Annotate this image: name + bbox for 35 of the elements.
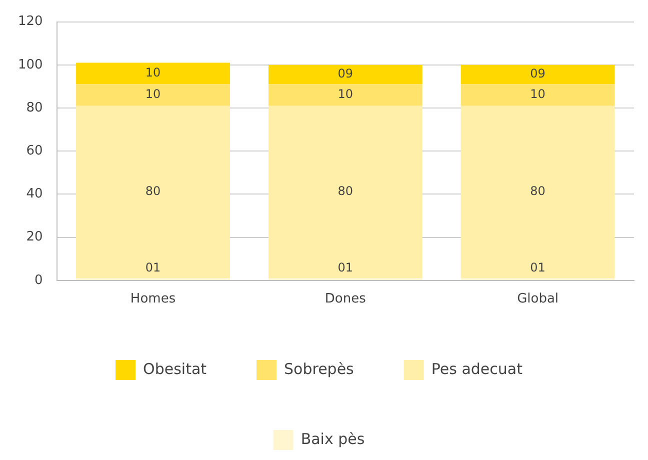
bar [460,106,615,278]
data-label: 09 [338,66,354,81]
data-label: 01 [530,260,546,274]
bar [268,106,422,278]
bar [76,106,230,278]
bar [76,62,230,84]
data-label: 10 [145,66,161,80]
data-label: 10 [530,87,546,102]
data-label: 01 [338,260,354,274]
data-label: 10 [338,87,354,102]
legend-label: Baix pès [300,430,365,448]
y-tick-label: 60 [26,143,43,158]
bar [460,64,615,84]
data-label: 80 [530,184,546,198]
data-label: 09 [530,66,546,81]
bar [268,64,422,84]
x-tick-label: Dones [324,292,366,307]
legend-label: Obesitat [143,360,207,378]
legend-label: Pes adecuat [431,360,523,378]
bar [268,84,422,106]
y-tick-label: 20 [26,230,43,245]
data-label: 80 [338,184,354,198]
y-tick-label: 40 [26,186,43,202]
data-label: 80 [145,184,161,198]
data-label: 01 [145,260,161,274]
data-label: 10 [145,87,161,102]
bar [460,84,615,106]
y-tick-label: 80 [26,100,43,116]
legend-label: Sobrepès [284,360,354,378]
x-tick-label: Global [517,292,559,307]
y-tick-label: 100 [18,57,43,72]
bar [76,84,230,106]
y-tick-label: 120 [18,14,43,30]
y-tick-label: 0 [34,272,43,288]
x-tick-label: Homes [130,292,176,307]
